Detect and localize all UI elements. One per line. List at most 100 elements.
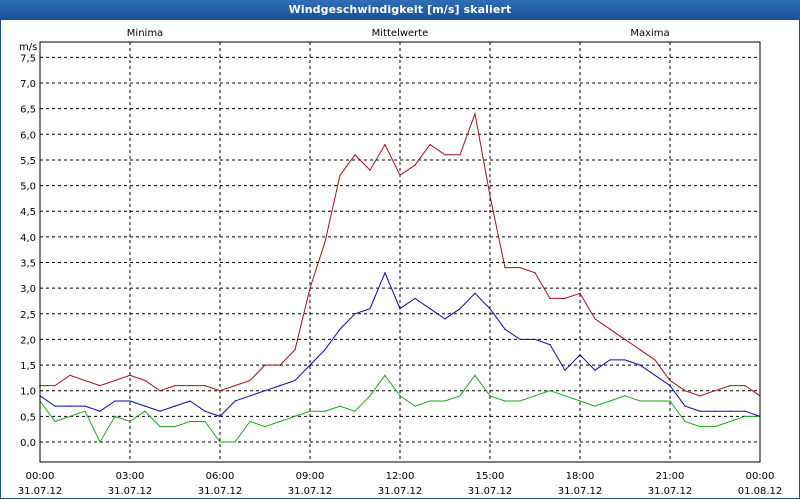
x-tick-time: 15:00	[476, 471, 505, 482]
data-point-mittelwerte	[624, 359, 626, 361]
data-point-maxima	[99, 384, 101, 387]
data-point-maxima	[354, 154, 356, 156]
y-tick-label: 7,5	[20, 53, 36, 64]
data-point-mittelwerte	[219, 415, 221, 417]
data-point-maxima	[399, 174, 401, 176]
x-tick-date: 31.07.12	[18, 486, 63, 497]
data-point-minima	[414, 405, 416, 407]
data-point-mittelwerte	[429, 308, 431, 310]
data-point-maxima	[594, 318, 596, 320]
data-point-maxima	[519, 267, 521, 269]
data-point-maxima	[609, 328, 611, 330]
data-point-maxima	[669, 379, 671, 382]
data-point-maxima	[84, 379, 86, 382]
y-tick-label: 2,0	[20, 335, 36, 346]
data-point-minima	[474, 374, 476, 376]
x-tick-time: 18:00	[566, 471, 595, 482]
data-point-minima	[144, 410, 146, 412]
data-point-minima	[489, 395, 491, 397]
data-point-mittelwerte	[264, 390, 266, 392]
data-point-maxima	[549, 297, 551, 300]
data-point-mittelwerte	[204, 410, 206, 412]
data-point-minima	[384, 374, 386, 376]
data-point-maxima	[564, 297, 566, 300]
data-point-minima	[714, 426, 716, 428]
x-tick-date: 31.07.12	[288, 486, 333, 497]
x-tick-time: 21:00	[656, 471, 685, 482]
data-point-mittelwerte	[309, 364, 311, 366]
grid-lines	[40, 42, 760, 462]
data-point-minima	[639, 400, 641, 402]
y-tick-label: 0,0	[20, 438, 36, 449]
data-point-minima	[54, 420, 56, 423]
data-point-minima	[684, 420, 686, 423]
data-point-maxima	[219, 390, 221, 392]
data-point-mittelwerte	[459, 308, 461, 310]
data-point-maxima	[324, 241, 326, 243]
data-point-minima	[654, 400, 656, 402]
x-tick-date: 01.08.12	[738, 486, 783, 497]
data-point-mittelwerte	[384, 272, 386, 274]
data-point-maxima	[624, 338, 626, 341]
y-tick-label: 1,0	[20, 387, 36, 398]
data-point-minima	[324, 410, 326, 412]
data-point-minima	[564, 395, 566, 397]
y-tick-label: 3,0	[20, 284, 36, 295]
data-point-minima	[204, 420, 206, 423]
data-point-maxima	[279, 364, 281, 366]
data-point-minima	[369, 395, 371, 397]
data-point-maxima	[414, 164, 416, 166]
data-point-minima	[309, 410, 311, 412]
data-point-mittelwerte	[294, 379, 296, 382]
data-point-maxima	[384, 143, 386, 146]
y-tick-label: 4,5	[20, 207, 36, 218]
data-point-mittelwerte	[534, 338, 536, 341]
legend-maxima: Maxima	[630, 28, 669, 39]
data-point-mittelwerte	[729, 410, 731, 412]
x-tick-time: 12:00	[386, 471, 415, 482]
x-tick-date: 31.07.12	[198, 486, 243, 497]
data-point-mittelwerte	[654, 374, 656, 376]
data-point-mittelwerte	[564, 369, 566, 371]
data-point-minima	[594, 405, 596, 407]
data-point-minima	[84, 410, 86, 412]
data-point-maxima	[189, 384, 191, 387]
data-point-maxima	[459, 154, 461, 156]
data-point-maxima	[249, 379, 251, 382]
data-point-mittelwerte	[519, 338, 521, 341]
data-point-minima	[399, 395, 401, 397]
data-point-minima	[744, 415, 746, 417]
data-point-maxima	[744, 384, 746, 387]
data-point-mittelwerte	[174, 405, 176, 407]
data-point-minima	[339, 405, 341, 407]
legend-mittelwerte: Mittelwerte	[372, 28, 429, 39]
data-point-minima	[609, 400, 611, 402]
data-point-maxima	[489, 195, 491, 197]
data-point-mittelwerte	[354, 313, 356, 315]
x-tick-time: 00:00	[746, 471, 775, 482]
data-point-minima	[624, 395, 626, 397]
data-point-minima	[294, 415, 296, 417]
y-tick-label: 5,0	[20, 182, 36, 193]
data-point-mittelwerte	[639, 364, 641, 366]
data-point-minima	[159, 426, 161, 428]
data-point-mittelwerte	[699, 410, 701, 412]
data-point-maxima	[684, 390, 686, 392]
data-point-mittelwerte	[474, 292, 476, 294]
data-point-maxima	[714, 390, 716, 392]
y-tick-label: 2,5	[20, 310, 36, 321]
data-point-mittelwerte	[324, 349, 326, 351]
x-tick-date: 31.07.12	[648, 486, 693, 497]
y-axis-unit: m/s	[19, 42, 37, 53]
data-point-maxima	[69, 374, 71, 376]
y-axis-ticks: 0,0 0,5 1,0 1,5 2,0 2,5 3,0 3,5 4,0 4,5 5,0 5,5 6,0 6…	[20, 53, 36, 449]
data-point-mittelwerte	[369, 308, 371, 310]
data-point-mittelwerte	[189, 400, 191, 402]
legend-minima: Minima	[127, 28, 163, 39]
data-point-minima	[459, 395, 461, 397]
data-point-maxima	[474, 113, 476, 115]
data-point-minima	[699, 426, 701, 428]
data-point-mittelwerte	[414, 297, 416, 300]
x-tick-time: 00:00	[26, 471, 55, 482]
